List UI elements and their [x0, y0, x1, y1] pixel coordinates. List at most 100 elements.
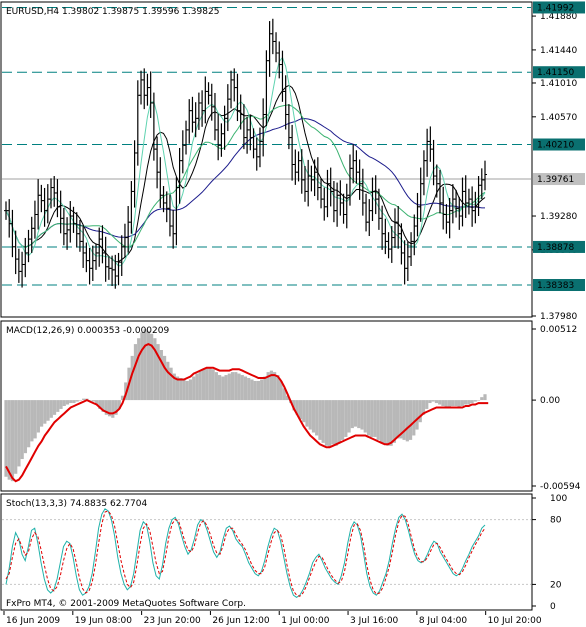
- macd-bar: [40, 400, 44, 427]
- macd-bar: [150, 333, 154, 401]
- macd-bar: [69, 400, 73, 404]
- price-level-label: 1.39761: [537, 175, 574, 185]
- macd-bar: [10, 400, 15, 482]
- macd-bar: [91, 400, 95, 402]
- macd-bar: [357, 400, 361, 429]
- macd-signal-line: [5, 342, 489, 483]
- price-level-tag: [533, 240, 585, 253]
- macd-bar: [130, 355, 134, 401]
- macd-bar: [30, 400, 34, 442]
- macd-bar: [376, 400, 380, 440]
- macd-bar: [56, 400, 60, 412]
- macd-bar: [195, 373, 199, 401]
- macd-bar: [467, 400, 471, 405]
- x-tick-label: 16 Jun 2009: [6, 616, 60, 626]
- price-level-tag: [533, 279, 585, 292]
- moving-average-line: [5, 84, 486, 263]
- macd-bar: [146, 330, 151, 401]
- macd-bar: [234, 372, 238, 401]
- stochastic-tick-label: 80: [550, 516, 562, 526]
- macd-bar: [214, 372, 218, 401]
- macd-bar: [405, 400, 409, 442]
- x-tick-label: 1 Jul 00:00: [281, 616, 330, 626]
- price-tick-label: 1.41440: [540, 46, 577, 56]
- price-tick-label: 1.39280: [540, 212, 577, 222]
- price-tick-label: 1.41010: [540, 79, 577, 89]
- macd-bar: [340, 400, 345, 440]
- macd-bar: [17, 400, 21, 467]
- stochastic-tick-label: 100: [550, 494, 567, 504]
- macd-bar: [447, 400, 451, 408]
- macd-bar: [198, 370, 202, 401]
- macd-bar: [444, 400, 448, 408]
- macd-bar: [120, 395, 125, 401]
- price-tick-label: 1.37980: [540, 312, 577, 322]
- macd-bar: [65, 400, 70, 405]
- macd-bar: [396, 400, 400, 439]
- macd-bar: [298, 400, 303, 420]
- macd-bar: [175, 376, 180, 401]
- macd-bar: [402, 400, 406, 440]
- macd-bar: [218, 375, 222, 401]
- macd-bar: [221, 376, 225, 401]
- x-axis: 16 Jun 2009 19 Jun 08:00 23 Jun 20:00 26 Ju…: [3, 611, 542, 626]
- macd-bar: [318, 400, 322, 440]
- macd-bar: [143, 329, 147, 401]
- price-panel: 1.41880 1.41440 1.41010 1.40570 1.39280 1.388…: [0, 1, 585, 322]
- macd-bar: [243, 376, 248, 401]
- stochastic-y-axis: 100 80 20 0: [532, 494, 567, 612]
- macd-bar: [7, 400, 11, 480]
- macd-bar: [4, 400, 8, 477]
- x-tick-label: 23 Jun 20:00: [144, 616, 201, 626]
- macd-bar: [201, 369, 206, 401]
- macd-bar: [282, 388, 286, 401]
- price-level-tag: [533, 138, 585, 151]
- macd-bar: [240, 375, 244, 401]
- macd-bar: [438, 400, 442, 405]
- macd-bar: [315, 400, 319, 436]
- macd-bar: [162, 355, 167, 401]
- macd-bar: [292, 400, 296, 411]
- macd-bar: [305, 400, 309, 427]
- macd-bar: [88, 400, 92, 401]
- macd-bar: [250, 379, 254, 401]
- macd-panel: 0.00512 0.00 -0.00594 MACD(12,26,9) 0.0003…: [0, 320, 581, 492]
- macd-tick-label: 0.00512: [540, 325, 577, 335]
- macd-bar: [366, 400, 371, 436]
- stochastic-panel-frame: [0, 493, 533, 611]
- macd-bar: [412, 400, 416, 436]
- macd-bar: [78, 400, 83, 401]
- macd-bar: [421, 400, 426, 415]
- macd-bar: [23, 400, 28, 454]
- macd-panel-title: MACD(12,26,9) 0.000353 -0.000209: [6, 326, 169, 336]
- price-level-label: 1.41150: [537, 68, 574, 78]
- macd-bar: [33, 400, 37, 439]
- macd-bar: [253, 380, 257, 401]
- macd-bar: [169, 367, 173, 401]
- macd-bar: [133, 344, 138, 401]
- price-level-label: 1.38878: [537, 243, 574, 253]
- macd-bar: [350, 400, 354, 429]
- macd-bar: [82, 398, 86, 401]
- macd-bar: [324, 400, 329, 446]
- macd-bar: [159, 350, 163, 401]
- macd-bar: [117, 400, 121, 409]
- macd-bar: [360, 400, 364, 430]
- macd-bar: [428, 400, 432, 404]
- macd-bar: [454, 400, 458, 406]
- macd-bar: [208, 367, 212, 401]
- macd-bar: [166, 361, 170, 401]
- macd-bar: [49, 400, 53, 418]
- macd-y-axis: 0.00512 0.00 -0.00594: [532, 325, 581, 492]
- macd-bar: [182, 379, 186, 401]
- macd-bar: [311, 400, 316, 433]
- macd-bar: [415, 400, 419, 430]
- macd-bar: [111, 400, 115, 418]
- macd-bar: [431, 400, 435, 402]
- macd-bar: [399, 400, 403, 439]
- price-panel-frame: [0, 1, 533, 318]
- macd-bar: [347, 400, 351, 433]
- macd-bar: [247, 378, 251, 401]
- price-level-tag: [533, 1, 585, 14]
- price-level-label: 1.41992: [537, 3, 574, 13]
